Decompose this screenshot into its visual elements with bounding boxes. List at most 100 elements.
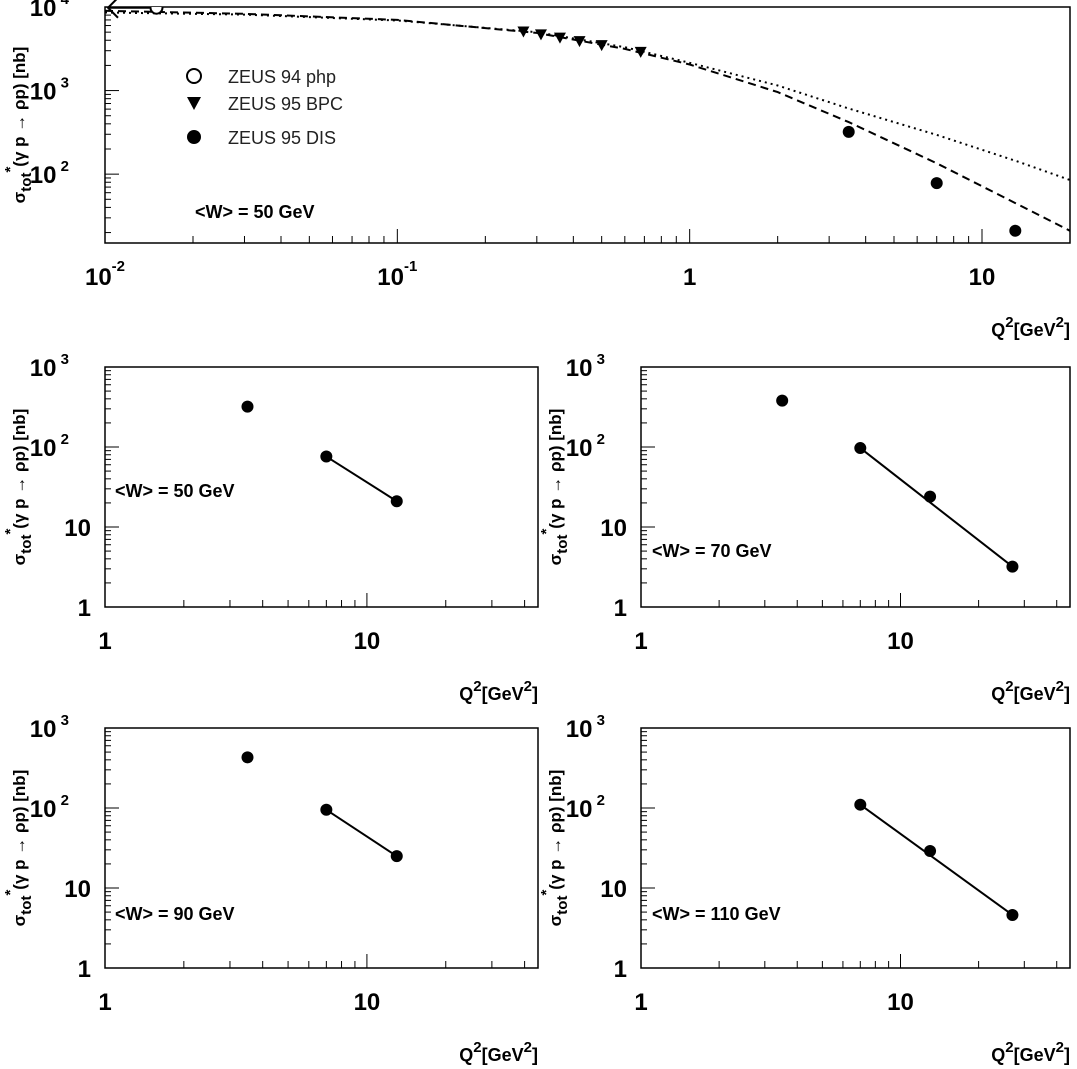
y-tick-label-exponent: 3 <box>56 712 69 729</box>
x-tick-label: 10 <box>354 989 381 1016</box>
x-tick-label-base: 1 <box>683 264 696 291</box>
x-axis-title-unit-exponent: 2 <box>524 678 532 695</box>
triangle-down-icon <box>187 97 201 110</box>
x-axis-title-unit: [GeV <box>482 1045 524 1065</box>
y-tick-label: 1 <box>78 595 91 622</box>
filled-circle-icon <box>187 130 201 144</box>
x-tick-label-base: 10 <box>354 628 381 655</box>
x-tick-label: 1 <box>634 628 647 655</box>
y-tick-label-exponent: 3 <box>592 712 605 729</box>
x-tick-label: 1 <box>98 989 111 1016</box>
legend-label-dis: ZEUS 95 DIS <box>228 128 336 148</box>
w-annotation: <W> = 70 GeV <box>652 541 772 561</box>
y-tick-label: 1 <box>614 595 627 622</box>
plot-area <box>854 798 1019 921</box>
data-point-filled-circle <box>776 394 789 407</box>
x-tick-label-base: 10 <box>377 264 404 291</box>
y-tick-label-base: 10 <box>566 435 593 462</box>
plot-frame <box>104 366 539 608</box>
data-point-open-circle <box>149 7 164 15</box>
y-axis-title: σtot*(γ p → ρp) [nb] <box>2 770 35 927</box>
arrow-head <box>106 0 119 19</box>
x-axis-title-unit: [GeV <box>1014 1045 1056 1065</box>
y-axis-title-subscript: tot <box>554 896 571 915</box>
x-axis-title-close: ] <box>1064 320 1070 340</box>
x-axis-title-unit-exponent: 2 <box>1056 314 1064 331</box>
y-axis-title-superscript: * <box>538 529 555 535</box>
y-axis-title-rest: (γ p → ρp) [nb] <box>10 409 29 529</box>
data-point-triangle <box>553 32 566 44</box>
y-tick-label-base: 1 <box>614 956 627 983</box>
y-tick-label: 10 3 <box>30 75 69 106</box>
arrow-marker <box>106 0 150 19</box>
y-tick-label: 10 4 <box>30 0 70 22</box>
x-axis-title-unit: [GeV <box>1014 320 1056 340</box>
x-tick-label-base: 10 <box>887 628 914 655</box>
y-axis-title-sigma: σ <box>546 914 565 926</box>
y-tick-label-exponent: 2 <box>56 792 69 809</box>
data-point-filled-circle <box>390 850 403 863</box>
x-tick-label-exponent: -1 <box>404 258 417 275</box>
x-tick-label-base: 1 <box>634 989 647 1016</box>
plot-frame <box>104 727 539 969</box>
y-tick-label: 1 <box>78 956 91 983</box>
fit-line <box>325 455 398 503</box>
y-tick-label: 10 2 <box>566 792 605 823</box>
x-axis-title-unit-exponent: 2 <box>1056 1039 1064 1056</box>
legend-label-bpc: ZEUS 95 BPC <box>228 94 343 114</box>
y-tick-label-base: 1 <box>614 595 627 622</box>
x-axis-title-unit-exponent: 2 <box>1056 678 1064 695</box>
x-axis-title-q: Q <box>459 1045 473 1065</box>
y-tick-label-base: 10 <box>566 355 593 382</box>
data-point-filled-circle <box>854 798 867 811</box>
y-tick-label-base: 10 <box>30 0 57 22</box>
data-point-filled-circle <box>241 751 254 764</box>
y-tick-label-exponent: 3 <box>592 351 605 368</box>
y-axis-title-superscript: * <box>538 890 555 896</box>
y-axis-title-rest: (γ p → ρp) [nb] <box>10 47 29 167</box>
data-point-filled-circle <box>924 490 937 503</box>
plot-frame <box>640 727 1071 969</box>
y-axis-title: σtot*(γ p → ρp) [nb] <box>538 409 571 566</box>
y-tick-label: 10 2 <box>30 431 69 462</box>
x-axis-title-q: Q <box>459 684 473 704</box>
x-tick-label-base: 10 <box>887 989 914 1016</box>
y-axis-title-superscript: * <box>2 890 19 896</box>
y-tick-label-base: 10 <box>566 796 593 823</box>
y-tick-label-exponent: 2 <box>56 431 69 448</box>
x-axis-title-q: Q <box>991 684 1005 704</box>
x-axis-title: Q2[GeV2] <box>459 1039 538 1065</box>
y-tick-label-exponent: 3 <box>56 351 69 368</box>
data-point-filled-circle <box>1009 224 1022 237</box>
x-tick-label-base: 1 <box>98 989 111 1016</box>
data-point-filled-circle <box>390 495 403 508</box>
x-tick-label-base: 1 <box>98 628 111 655</box>
y-tick-label-base: 10 <box>30 79 57 106</box>
y-tick-label: 10 <box>64 515 91 542</box>
x-tick-label: 1 <box>634 989 647 1016</box>
y-axis-title-subscript: tot <box>18 535 35 554</box>
x-tick-label: 10 <box>969 264 996 291</box>
fit-line <box>859 447 1014 568</box>
y-axis-title-sigma: σ <box>10 191 29 203</box>
y-tick-label-base: 10 <box>30 162 57 189</box>
y-axis-title-sigma: σ <box>546 553 565 565</box>
x-tick-label-base: 10 <box>354 989 381 1016</box>
plot-area <box>241 400 403 508</box>
y-tick-label-base: 10 <box>30 796 57 823</box>
y-tick-label: 10 <box>600 876 627 903</box>
x-axis-title-exponent: 2 <box>1005 314 1013 331</box>
x-axis-title-unit: [GeV <box>482 684 524 704</box>
y-tick-label-exponent: 2 <box>56 158 69 175</box>
y-tick-label-base: 10 <box>30 435 57 462</box>
y-tick-label-exponent: 2 <box>592 792 605 809</box>
x-tick-label-base: 10 <box>969 264 996 291</box>
x-tick-label-exponent: -2 <box>112 258 125 275</box>
dotted-model-curve <box>105 11 1070 181</box>
data-point-filled-circle <box>924 845 937 858</box>
y-tick-label-base: 10 <box>600 876 627 903</box>
w-annotation: <W> = 90 GeV <box>115 904 235 924</box>
